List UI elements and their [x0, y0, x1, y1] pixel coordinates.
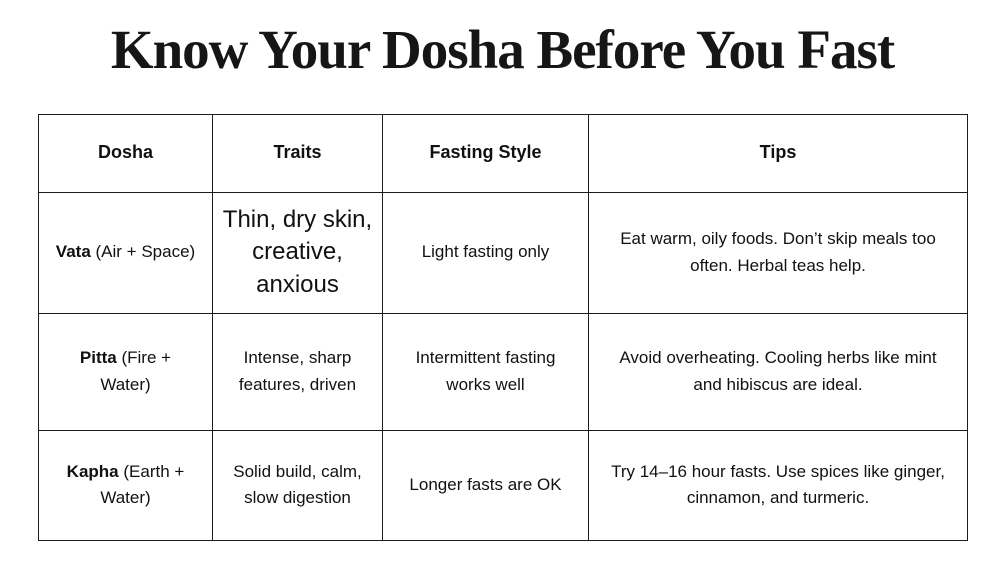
table-header-row: Dosha Traits Fasting Style Tips — [38, 113, 968, 193]
traits-cell: Intense, sharp features, driven — [212, 312, 383, 431]
dosha-cell: Vata (Air + Space) — [38, 191, 213, 314]
fasting-style-cell: Intermittent fasting works well — [382, 312, 589, 431]
fasting-style-cell: Longer fasts are OK — [382, 429, 589, 541]
infographic-page: Know Your Dosha Before You Fast Dosha Tr… — [0, 19, 1005, 565]
dosha-name-label: Pitta — [79, 348, 117, 368]
table-row-kapha: Kapha (Earth + Water) Solid build, calm,… — [38, 429, 968, 541]
dosha-name-label: Vata — [55, 242, 91, 262]
tips-cell: Try 14–16 hour fasts. Use spices like gi… — [588, 429, 968, 541]
column-header-traits: Traits — [212, 113, 383, 193]
tips-cell: Avoid overheating. Cooling herbs like mi… — [588, 312, 968, 431]
traits-cell: Thin, dry skin, creative, anxious — [212, 191, 383, 314]
column-header-tips: Tips — [588, 113, 968, 193]
dosha-elements-label: (Earth + Water) — [100, 461, 185, 507]
dosha-cell: Kapha (Earth + Water) — [38, 429, 213, 541]
dosha-name-label: Kapha — [66, 461, 119, 481]
tips-cell: Eat warm, oily foods. Don’t skip meals t… — [588, 191, 968, 314]
column-header-fasting-style: Fasting Style — [382, 113, 589, 193]
dosha-cell: Pitta (Fire + Water) — [38, 312, 213, 431]
table-row-pitta: Pitta (Fire + Water) Intense, sharp feat… — [38, 312, 968, 431]
traits-cell: Solid build, calm, slow digestion — [212, 429, 383, 541]
page-title: Know Your Dosha Before You Fast — [110, 19, 895, 80]
column-header-dosha: Dosha — [38, 113, 213, 193]
dosha-elements-label: (Air + Space) — [90, 242, 196, 262]
table-row-vata: Vata (Air + Space) Thin, dry skin, creat… — [38, 191, 968, 314]
dosha-table: Dosha Traits Fasting Style Tips Vata (Ai… — [38, 113, 968, 541]
dosha-elements-label: (Fire + Water) — [100, 348, 172, 394]
fasting-style-cell: Light fasting only — [382, 191, 589, 314]
